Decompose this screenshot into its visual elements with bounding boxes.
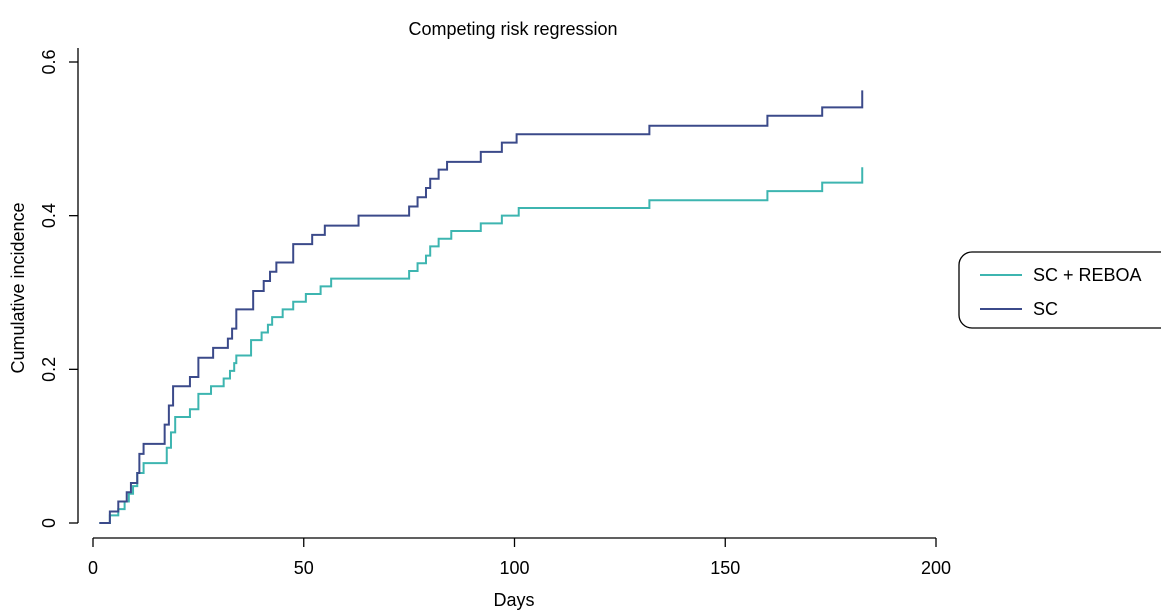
series-line-2	[99, 90, 864, 524]
legend: SC + REBOA SC	[958, 251, 1161, 329]
y-tick-label: 0.6	[39, 49, 59, 74]
x-tick-label: 100	[499, 558, 529, 578]
y-tick-label: 0	[39, 518, 59, 528]
series-line-1	[99, 167, 864, 524]
legend-label-1: SC + REBOA	[1033, 265, 1142, 285]
x-axis-ticks: 0 50 100 150 200	[88, 538, 951, 578]
x-tick-label: 200	[921, 558, 951, 578]
y-axis-ticks: 0 0.2 0.4 0.6	[39, 49, 78, 528]
y-tick-label: 0.2	[39, 357, 59, 382]
x-tick-label: 0	[88, 558, 98, 578]
x-tick-label: 150	[710, 558, 740, 578]
x-tick-label: 50	[294, 558, 314, 578]
x-axis-title: Days	[493, 590, 534, 610]
y-axis-title: Cumulative incidence	[8, 202, 28, 373]
plot-area	[99, 90, 864, 524]
legend-label-2: SC	[1033, 299, 1058, 319]
y-tick-label: 0.4	[39, 203, 59, 228]
chart-title: Competing risk regression	[408, 19, 617, 39]
legend-box	[958, 251, 1161, 329]
